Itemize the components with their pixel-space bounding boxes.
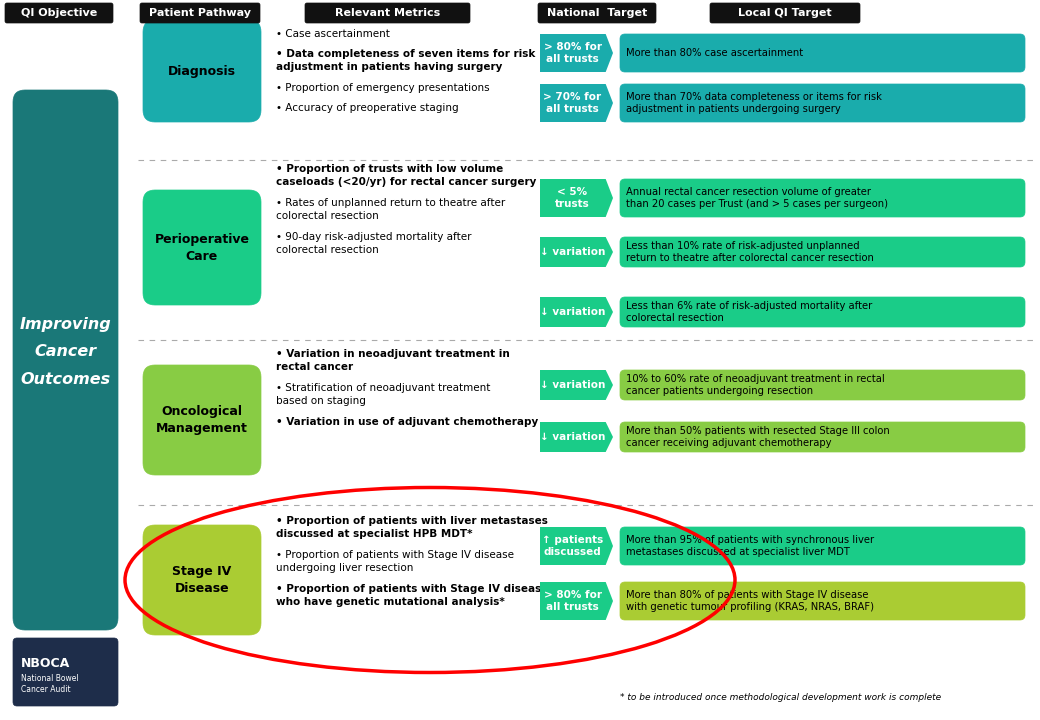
Polygon shape xyxy=(540,527,613,565)
Text: • 90-day risk-adjusted mortality after
colorectal resection: • 90-day risk-adjusted mortality after c… xyxy=(276,232,471,255)
Text: • Variation in neoadjuvant treatment in
rectal cancer: • Variation in neoadjuvant treatment in … xyxy=(276,349,510,372)
Text: • Proportion of trusts with low volume
caseloads (<20/yr) for rectal cancer surg: • Proportion of trusts with low volume c… xyxy=(276,164,537,186)
Polygon shape xyxy=(540,422,613,452)
Text: Local QI Target: Local QI Target xyxy=(738,8,832,18)
Text: • Proportion of emergency presentations: • Proportion of emergency presentations xyxy=(276,83,490,93)
Polygon shape xyxy=(540,297,613,327)
Text: • Proportion of patients with liver metastases
discussed at specialist HPB MDT*: • Proportion of patients with liver meta… xyxy=(276,516,548,539)
Text: • Proportion of patients with Stage IV disease
who have genetic mutational analy: • Proportion of patients with Stage IV d… xyxy=(276,584,548,607)
Polygon shape xyxy=(540,34,613,72)
FancyBboxPatch shape xyxy=(140,3,260,23)
FancyBboxPatch shape xyxy=(144,20,261,122)
FancyBboxPatch shape xyxy=(620,297,1025,327)
FancyBboxPatch shape xyxy=(620,527,1025,565)
Text: • Proportion of patients with Stage IV disease
undergoing liver resection: • Proportion of patients with Stage IV d… xyxy=(276,550,514,573)
Text: Less than 10% rate of risk-adjusted unplanned
return to theatre after colorectal: Less than 10% rate of risk-adjusted unpl… xyxy=(626,240,874,264)
Text: > 80% for
all trusts: > 80% for all trusts xyxy=(544,590,601,612)
Text: Perioperative
Care: Perioperative Care xyxy=(155,233,250,263)
Text: Annual rectal cancer resection volume of greater
than 20 cases per Trust (and > : Annual rectal cancer resection volume of… xyxy=(626,186,888,210)
Text: 10% to 60% rate of neoadjuvant treatment in rectal
cancer patients undergoing re: 10% to 60% rate of neoadjuvant treatment… xyxy=(626,374,885,396)
FancyBboxPatch shape xyxy=(710,3,860,23)
Text: QI Objective: QI Objective xyxy=(21,8,97,18)
FancyBboxPatch shape xyxy=(620,34,1025,72)
FancyBboxPatch shape xyxy=(620,422,1025,452)
Text: More than 80% case ascertainment: More than 80% case ascertainment xyxy=(626,48,803,58)
Text: Cancer: Cancer xyxy=(34,344,97,359)
Text: ↓ variation: ↓ variation xyxy=(540,247,605,257)
Text: ↓ variation: ↓ variation xyxy=(540,432,605,442)
Text: • Case ascertainment: • Case ascertainment xyxy=(276,29,390,39)
FancyBboxPatch shape xyxy=(538,3,656,23)
FancyBboxPatch shape xyxy=(5,3,113,23)
Text: National  Target: National Target xyxy=(547,8,647,18)
Text: • Rates of unplanned return to theatre after
colorectal resection: • Rates of unplanned return to theatre a… xyxy=(276,198,505,221)
Text: Stage IV
Disease: Stage IV Disease xyxy=(173,565,232,595)
Text: More than 50% patients with resected Stage III colon
cancer receiving adjuvant c: More than 50% patients with resected Sta… xyxy=(626,426,890,448)
Text: Diagnosis: Diagnosis xyxy=(168,65,236,78)
Text: More than 95% of patients with synchronous liver
metastases discussed at special: More than 95% of patients with synchrono… xyxy=(626,535,875,557)
Text: Less than 6% rate of risk-adjusted mortality after
colorectal resection: Less than 6% rate of risk-adjusted morta… xyxy=(626,301,873,323)
Text: ↑ patients
discussed: ↑ patients discussed xyxy=(542,535,603,557)
Text: ↓ variation: ↓ variation xyxy=(540,307,605,317)
FancyBboxPatch shape xyxy=(144,525,261,635)
FancyBboxPatch shape xyxy=(620,179,1025,217)
Text: National Bowel
Cancer Audit: National Bowel Cancer Audit xyxy=(21,674,79,694)
Text: • Variation in use of adjuvant chemotherapy: • Variation in use of adjuvant chemother… xyxy=(276,417,539,427)
Text: More than 80% of patients with Stage IV disease
with genetic tumour profiling (K: More than 80% of patients with Stage IV … xyxy=(626,590,874,612)
Text: • Stratification of neoadjuvant treatment
based on staging: • Stratification of neoadjuvant treatmen… xyxy=(276,383,491,406)
FancyBboxPatch shape xyxy=(620,582,1025,620)
Text: ↓ variation: ↓ variation xyxy=(540,380,605,390)
Text: Oncological
Management: Oncological Management xyxy=(156,405,248,435)
Text: < 5%
trusts: < 5% trusts xyxy=(555,187,590,209)
FancyBboxPatch shape xyxy=(144,365,261,475)
FancyBboxPatch shape xyxy=(12,90,118,630)
FancyBboxPatch shape xyxy=(12,638,118,706)
Text: Patient Pathway: Patient Pathway xyxy=(149,8,251,18)
Text: Improving: Improving xyxy=(20,318,111,333)
Text: • Accuracy of preoperative staging: • Accuracy of preoperative staging xyxy=(276,103,459,113)
FancyBboxPatch shape xyxy=(620,237,1025,267)
Polygon shape xyxy=(540,370,613,400)
Text: Relevant Metrics: Relevant Metrics xyxy=(335,8,440,18)
Text: > 80% for
all trusts: > 80% for all trusts xyxy=(544,42,601,64)
Text: > 70% for
all trusts: > 70% for all trusts xyxy=(544,92,601,114)
Polygon shape xyxy=(540,582,613,620)
Text: * to be introduced once methodological development work is complete: * to be introduced once methodological d… xyxy=(620,693,941,702)
FancyBboxPatch shape xyxy=(305,3,470,23)
Polygon shape xyxy=(540,84,613,122)
Text: More than 70% data completeness or items for risk
adjustment in patients undergo: More than 70% data completeness or items… xyxy=(626,91,882,114)
Text: NBOCA: NBOCA xyxy=(21,657,71,670)
Text: Outcomes: Outcomes xyxy=(21,372,110,387)
Text: • Data completeness of seven items for risk
adjustment in patients having surger: • Data completeness of seven items for r… xyxy=(276,49,536,72)
FancyBboxPatch shape xyxy=(620,84,1025,122)
Polygon shape xyxy=(540,179,613,217)
Polygon shape xyxy=(540,237,613,267)
FancyBboxPatch shape xyxy=(620,370,1025,400)
FancyBboxPatch shape xyxy=(144,190,261,305)
